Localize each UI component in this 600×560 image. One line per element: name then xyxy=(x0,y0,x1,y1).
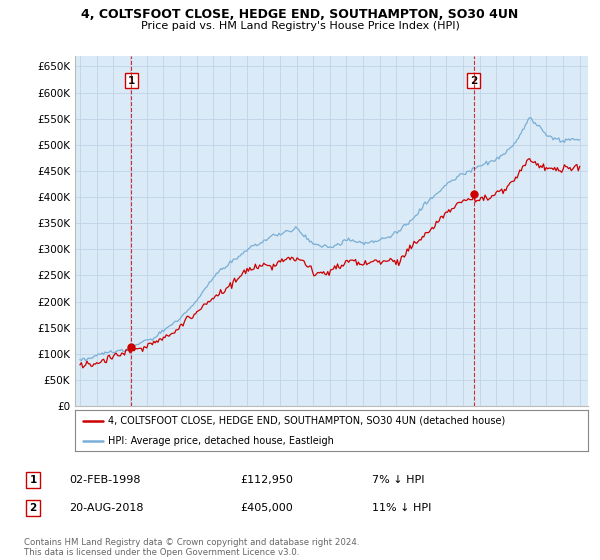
Text: £112,950: £112,950 xyxy=(240,475,293,485)
Text: HPI: Average price, detached house, Eastleigh: HPI: Average price, detached house, East… xyxy=(109,436,334,446)
Text: 4, COLTSFOOT CLOSE, HEDGE END, SOUTHAMPTON, SO30 4UN: 4, COLTSFOOT CLOSE, HEDGE END, SOUTHAMPT… xyxy=(82,8,518,21)
Text: 2: 2 xyxy=(470,76,477,86)
Text: Price paid vs. HM Land Registry's House Price Index (HPI): Price paid vs. HM Land Registry's House … xyxy=(140,21,460,31)
Text: 7% ↓ HPI: 7% ↓ HPI xyxy=(372,475,425,485)
Text: 2: 2 xyxy=(29,503,37,513)
Text: 1: 1 xyxy=(128,76,135,86)
Text: 02-FEB-1998: 02-FEB-1998 xyxy=(69,475,140,485)
Text: 11% ↓ HPI: 11% ↓ HPI xyxy=(372,503,431,513)
Text: £405,000: £405,000 xyxy=(240,503,293,513)
Text: 1: 1 xyxy=(29,475,37,485)
Text: 4, COLTSFOOT CLOSE, HEDGE END, SOUTHAMPTON, SO30 4UN (detached house): 4, COLTSFOOT CLOSE, HEDGE END, SOUTHAMPT… xyxy=(109,416,506,426)
Text: 20-AUG-2018: 20-AUG-2018 xyxy=(69,503,143,513)
Text: Contains HM Land Registry data © Crown copyright and database right 2024.
This d: Contains HM Land Registry data © Crown c… xyxy=(24,538,359,557)
